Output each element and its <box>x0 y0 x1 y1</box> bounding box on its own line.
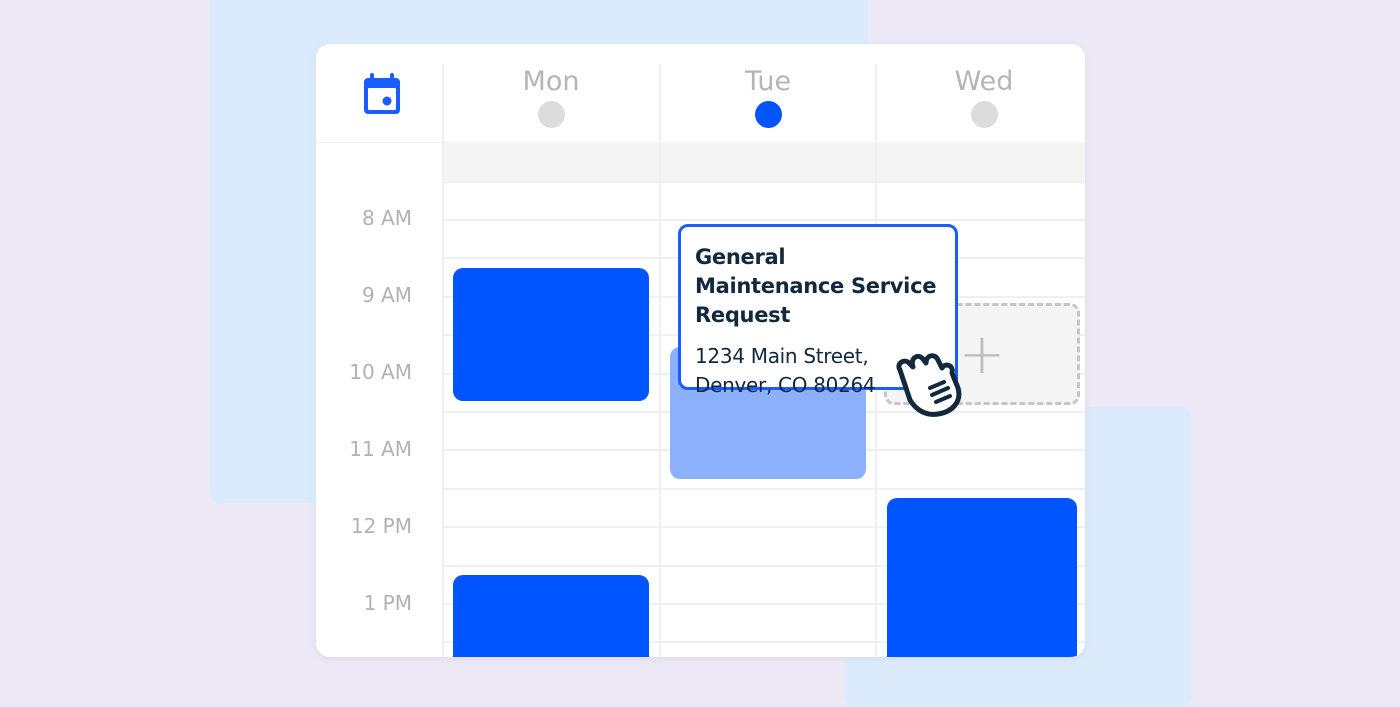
plus-icon: + <box>958 321 1006 387</box>
event-address-line2: Denver, CO 80264 <box>695 373 876 397</box>
day-dot-selected <box>754 101 782 128</box>
time-label: 11 AM <box>349 437 412 461</box>
event-block[interactable] <box>887 498 1077 657</box>
event-block[interactable] <box>453 268 649 401</box>
day-header-wed[interactable]: Wed <box>876 66 1085 128</box>
day-header-tue[interactable]: Tue <box>660 66 876 128</box>
all-day-row <box>443 142 1085 182</box>
day-header-mon[interactable]: Mon <box>443 66 659 128</box>
time-label: 1 PM <box>363 591 412 615</box>
time-label: 12 PM <box>350 514 412 538</box>
calendar-icon[interactable] <box>362 72 402 116</box>
event-title: General Maintenance Service Request <box>695 245 937 327</box>
time-label: 9 AM <box>361 283 412 307</box>
time-label: 8 AM <box>361 206 412 230</box>
time-label: 10 AM <box>349 360 412 384</box>
day-dot <box>537 101 565 128</box>
grab-hand-cursor-icon <box>896 353 962 417</box>
event-address-line1: 1234 Main Street, <box>695 344 869 368</box>
day-dot <box>970 101 998 128</box>
event-block[interactable] <box>453 575 649 657</box>
